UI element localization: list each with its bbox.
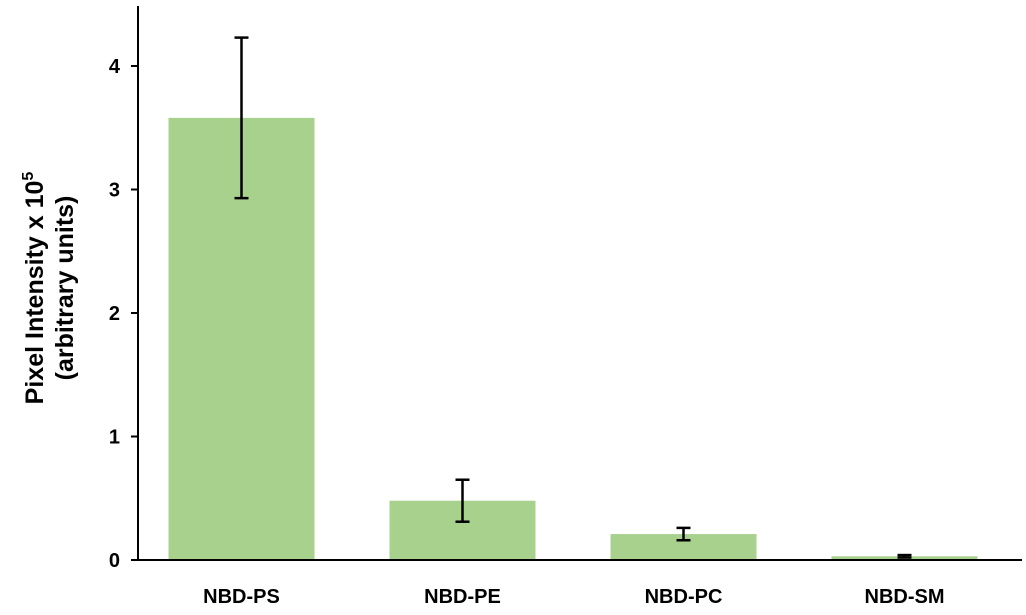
bars (168, 117, 978, 561)
x-tick-label-nbd-sm: NBD-SM (865, 586, 945, 608)
x-tick-label-nbd-pc: NBD-PC (645, 586, 723, 608)
y-tick-label: 3 (109, 180, 120, 202)
y-tick-label: 4 (109, 56, 121, 78)
error-bars (234, 36, 912, 559)
y-tick-label: 2 (109, 303, 120, 325)
x-axis-labels: NBD-PS NBD-PE NBD-PC NBD-SM (203, 586, 944, 608)
error-bar-nbd-pe (455, 478, 470, 523)
y-tick-label: 1 (109, 427, 120, 449)
y-axis-label: Pixel Intensity x 105 (20, 172, 49, 405)
error-bar-nbd-ps (234, 36, 249, 200)
y-tick-label: 0 (109, 550, 120, 572)
y-axis-label-units: (arbitrary units) (51, 196, 79, 381)
error-bar-nbd-pc (676, 526, 691, 542)
y-axis-label-main: Pixel Intensity x 10 (21, 181, 49, 405)
y-axis-label-exponent: 5 (20, 172, 37, 181)
y-axis-ticks: 0 1 2 3 4 (109, 56, 138, 572)
x-tick-label-nbd-ps: NBD-PS (203, 586, 280, 608)
x-tick-label-nbd-pe: NBD-PE (424, 586, 501, 608)
error-bar-nbd-sm (897, 553, 912, 559)
